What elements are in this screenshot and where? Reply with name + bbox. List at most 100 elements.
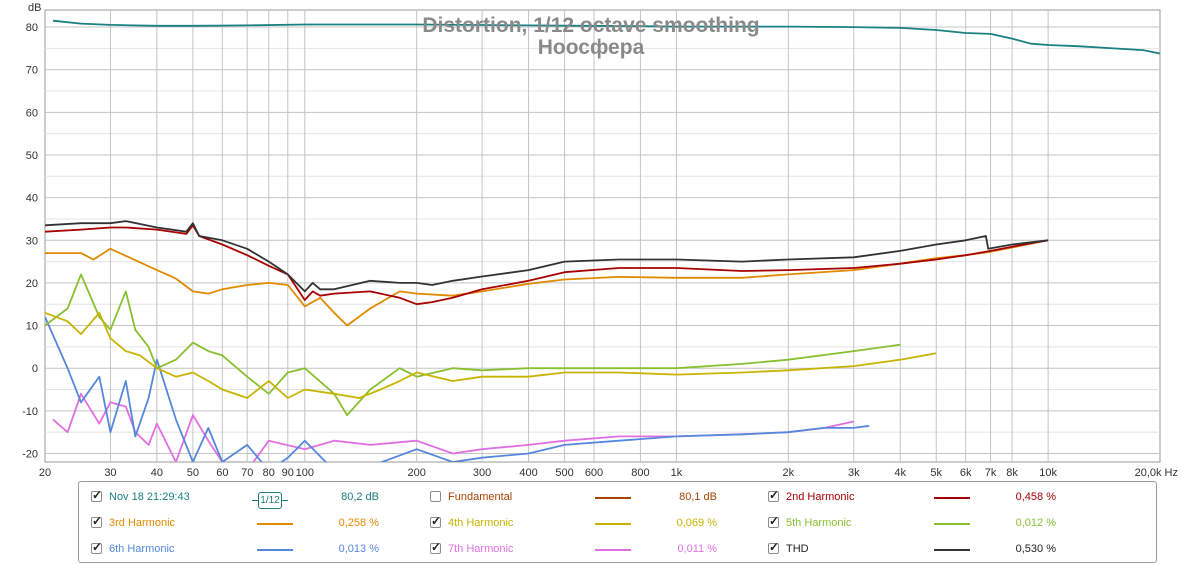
x-tick-label: 600 xyxy=(585,467,603,479)
y-tick-label: 60 xyxy=(26,107,38,119)
legend-label: 7th Harmonic xyxy=(448,543,514,555)
checkmark-icon: ✓ xyxy=(92,488,103,502)
legend-swatch xyxy=(934,497,970,499)
legend-swatch xyxy=(934,523,970,525)
series-line-7th-harmonic xyxy=(52,392,854,462)
x-tick-label: 5k xyxy=(930,467,942,479)
y-tick-label: -20 xyxy=(22,448,38,460)
x-tick-label: 7k xyxy=(985,467,997,479)
y-tick-label: -10 xyxy=(22,406,38,418)
series-line-4th-harmonic xyxy=(45,311,937,399)
legend-panel: ✓ Nov 18 21:29:43 1/12 80,2 dB Fundamental 80… xyxy=(78,481,1157,563)
legend-value: 0,069 % xyxy=(676,517,717,529)
smoothing-dash xyxy=(282,500,288,501)
legend-value: 80,2 dB xyxy=(341,491,379,503)
x-tick-label: 100 xyxy=(296,467,314,479)
x-tick-label: 30 xyxy=(104,467,116,479)
series-line-fundamental xyxy=(52,19,1160,55)
legend-swatch xyxy=(595,549,631,551)
y-tick-label: 0 xyxy=(32,363,38,375)
smoothing-button[interactable]: 1/12 xyxy=(252,492,288,510)
legend-checkbox[interactable] xyxy=(430,491,441,502)
legend-entry: ✓ 3rd Harmonic 0,258 % xyxy=(79,514,1156,533)
x-tick-label: 400 xyxy=(519,467,537,479)
legend-label: 2nd Harmonic xyxy=(786,491,855,503)
checkmark-icon: ✓ xyxy=(92,514,103,528)
legend-checkbox[interactable]: ✓ xyxy=(91,514,103,528)
x-tick-label: 70 xyxy=(241,467,253,479)
legend-checkbox[interactable]: ✓ xyxy=(91,488,103,502)
legend-entry: ✓ 5th Harmonic 0,012 % xyxy=(79,514,1156,533)
x-tick-label: 80 xyxy=(263,467,275,479)
x-tick-label: 500 xyxy=(555,467,573,479)
checkmark-icon: ✓ xyxy=(431,514,442,528)
legend-entry: ✓ 2nd Harmonic 0,458 % xyxy=(79,488,1156,507)
legend-checkbox[interactable]: ✓ xyxy=(768,514,780,528)
y-axis-label: dB xyxy=(28,2,41,14)
x-tick-label: 3k xyxy=(848,467,860,479)
legend-value: 0,530 % xyxy=(1015,543,1056,555)
x-tick-label: 2k xyxy=(783,467,795,479)
smoothing-value: 1/12 xyxy=(258,492,282,509)
x-tick-label: 10k xyxy=(1039,467,1057,479)
y-tick-label: 50 xyxy=(26,150,38,162)
checkmark-icon: ✓ xyxy=(769,540,780,554)
legend-label: 3rd Harmonic xyxy=(109,517,176,529)
legend-label: Nov 18 21:29:43 xyxy=(109,491,190,503)
y-tick-label: 10 xyxy=(26,321,38,333)
legend-entry: ✓ THD 0,530 % xyxy=(79,540,1156,559)
x-tick-label: 800 xyxy=(631,467,649,479)
x-tick-label: 200 xyxy=(407,467,425,479)
x-tick-label: 20 xyxy=(39,467,51,479)
legend-label: 4th Harmonic xyxy=(448,517,514,529)
legend-entry: ✓ 6th Harmonic 0,013 % xyxy=(79,540,1156,559)
y-tick-label: 30 xyxy=(26,235,38,247)
legend-swatch xyxy=(934,549,970,551)
legend-value: 0,258 % xyxy=(338,517,379,529)
legend-value: 0,013 % xyxy=(338,543,379,555)
series-line-thd xyxy=(45,220,1049,293)
legend-checkbox[interactable]: ✓ xyxy=(430,540,442,554)
smoothing-dash xyxy=(252,500,258,501)
y-tick-label: 80 xyxy=(26,22,38,34)
x-tick-label: 8k xyxy=(1006,467,1018,479)
x-tick-label: 300 xyxy=(473,467,491,479)
chart-subtitle: Ноосфера xyxy=(538,36,645,59)
legend-swatch xyxy=(595,497,631,499)
legend-checkbox[interactable]: ✓ xyxy=(768,488,780,502)
legend-entry: Fundamental 80,1 dB xyxy=(79,489,1156,507)
legend-label: 6th Harmonic xyxy=(109,543,175,555)
legend-checkbox[interactable]: ✓ xyxy=(768,540,780,554)
checkmark-icon: ✓ xyxy=(92,540,103,554)
series-line-5th-harmonic xyxy=(45,273,901,416)
x-tick-label: 20,0k Hz xyxy=(1135,467,1178,479)
legend-entry: ✓ 7th Harmonic 0,011 % xyxy=(79,540,1156,559)
legend-swatch xyxy=(257,549,293,551)
checkmark-icon: ✓ xyxy=(431,540,442,554)
legend-swatch xyxy=(595,523,631,525)
x-tick-label: 4k xyxy=(894,467,906,479)
series-line-2nd-harmonic xyxy=(45,224,1049,306)
legend-value: 0,011 % xyxy=(677,543,717,555)
legend-value: 0,458 % xyxy=(1015,491,1056,503)
legend-swatch xyxy=(257,523,293,525)
x-tick-label: 6k xyxy=(960,467,972,479)
legend-entry: ✓ Nov 18 21:29:43 1/12 80,2 dB xyxy=(79,488,1156,510)
legend-checkbox[interactable]: ✓ xyxy=(91,540,103,554)
legend-entry: ✓ 4th Harmonic 0,069 % xyxy=(79,514,1156,533)
checkmark-icon: ✓ xyxy=(769,514,780,528)
x-tick-label: 1k xyxy=(671,467,683,479)
legend-checkbox[interactable]: ✓ xyxy=(430,514,442,528)
x-tick-label: 50 xyxy=(187,467,199,479)
series-line-3rd-harmonic xyxy=(45,239,1049,327)
legend-label: Fundamental xyxy=(448,491,513,503)
plot-area xyxy=(44,9,1161,463)
x-tick-label: 90 xyxy=(282,467,294,479)
chart-title: Distortion, 1/12 octave smoothing xyxy=(422,14,759,37)
y-tick-label: 70 xyxy=(26,65,38,77)
y-tick-label: 20 xyxy=(26,278,38,290)
y-tick-label: 40 xyxy=(26,193,38,205)
checkmark-icon: ✓ xyxy=(769,488,780,502)
series-line-6th-harmonic xyxy=(45,316,870,462)
